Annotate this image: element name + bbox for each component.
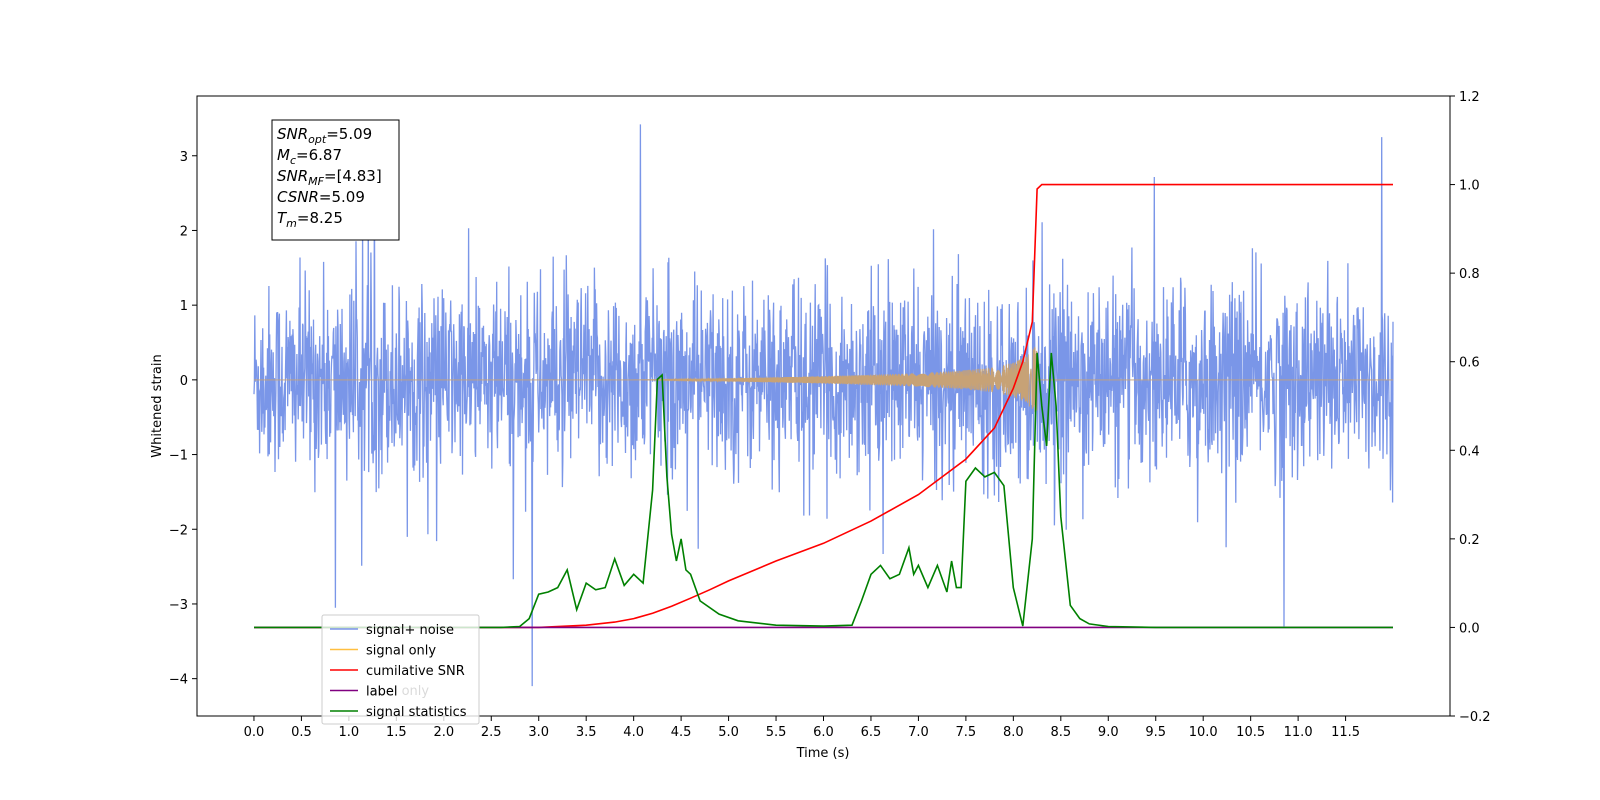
stat-line-SNR-MF: SNRMF=[4.83] (277, 167, 382, 188)
x-tick-label: 4.0 (623, 725, 644, 740)
x-tick-label: 6.0 (813, 725, 834, 740)
x-tick-label: 1.5 (386, 725, 407, 740)
legend-label: signal statistics (366, 705, 467, 720)
x-tick-label: 2.5 (481, 725, 502, 740)
series-signal-plus-noise-line (253, 124, 1394, 687)
y-tick-label: 0 (180, 374, 188, 389)
x-tick-label: 10.0 (1189, 725, 1218, 740)
legend-item-cumilative-SNR: cumilative SNR (330, 664, 465, 679)
x-tick-label: 9.0 (1098, 725, 1119, 740)
x-tick-label: 11.0 (1284, 725, 1313, 740)
y-tick-label: 3 (180, 150, 188, 165)
x-tick-label: 7.5 (956, 725, 977, 740)
y2-tick-label: 0.6 (1459, 356, 1480, 371)
y-tick-label: 2 (180, 224, 188, 239)
legend: signal+ noise signal only cumilative SNR la… (321, 614, 480, 725)
y-tick-label: −2 (169, 523, 188, 538)
y2-tick-label: −0.2 (1459, 710, 1491, 725)
x-tick-label: 9.5 (1145, 725, 1166, 740)
legend-label: signal only (366, 644, 436, 659)
legend-item-signal-noise: signal+ noise (330, 623, 454, 638)
legend-hidden-text: label only (366, 684, 429, 699)
x-tick-label: 4.5 (671, 725, 692, 740)
y-axis-label: Whitened strain (150, 354, 165, 457)
y-tick-label: −3 (169, 598, 188, 613)
x-axis-label: Time (s) (796, 746, 850, 761)
y2-tick-label: 0.4 (1459, 444, 1480, 459)
x-tick-label: 5.5 (766, 725, 787, 740)
x-tick-label: 8.5 (1050, 725, 1071, 740)
y2-tick-label: 1.0 (1459, 179, 1480, 194)
y-axis-right: −0.2 0.0 0.2 0.4 0.6 0.8 1.0 1.2 (1450, 90, 1491, 725)
series-signal-only-line (254, 346, 1393, 414)
legend-item-signal-statistics: signal statistics (330, 705, 467, 720)
y2-tick-label: 0.8 (1459, 267, 1480, 282)
stat-line-CSNR: CSNR=5.09 (277, 188, 365, 206)
x-tick-label: 2.0 (433, 725, 454, 740)
series-signal-statistics-line (254, 352, 1393, 629)
x-tick-label: 10.5 (1236, 725, 1265, 740)
y2-tick-label: 0.0 (1459, 621, 1480, 636)
x-tick-label: 8.0 (1003, 725, 1024, 740)
y-tick-label: −4 (169, 673, 188, 688)
stat-line-M-c: Mc=6.87 (277, 146, 342, 167)
y-tick-label: 1 (180, 299, 188, 314)
y-axis-left: −4 −3 −2 −1 0 1 2 3 (169, 150, 197, 688)
legend-label: signal+ noise (366, 623, 454, 638)
x-tick-label: 3.5 (576, 725, 597, 740)
legend-label: label (366, 685, 397, 700)
x-tick-label: 0.0 (244, 725, 265, 740)
legend-label: cumilative SNR (366, 664, 465, 679)
x-tick-label: 5.0 (718, 725, 739, 740)
x-axis: 0.0 0.5 1.0 1.5 2.0 2.5 3.0 3.5 4.0 4.5 5.0 5.5 6.0 6… (244, 716, 1360, 740)
x-tick-label: 6.5 (861, 725, 882, 740)
y2-tick-label: 0.2 (1459, 533, 1480, 548)
stat-line-T-m: Tm=8.25 (277, 209, 343, 230)
y2-tick-label: 1.2 (1459, 90, 1480, 105)
x-tick-label: 11.5 (1331, 725, 1360, 740)
y-tick-label: −1 (169, 449, 188, 464)
x-tick-label: 7.0 (908, 725, 929, 740)
legend-item-label: label (330, 685, 397, 700)
x-tick-label: 0.5 (291, 725, 312, 740)
legend-item-signal-only: signal only (330, 644, 436, 659)
x-tick-label: 1.0 (339, 725, 360, 740)
x-tick-label: 3.0 (528, 725, 549, 740)
stat-line-SNR-opt: SNRopt=5.09 (277, 125, 372, 146)
series-cumulative-snr-line (254, 183, 1393, 629)
